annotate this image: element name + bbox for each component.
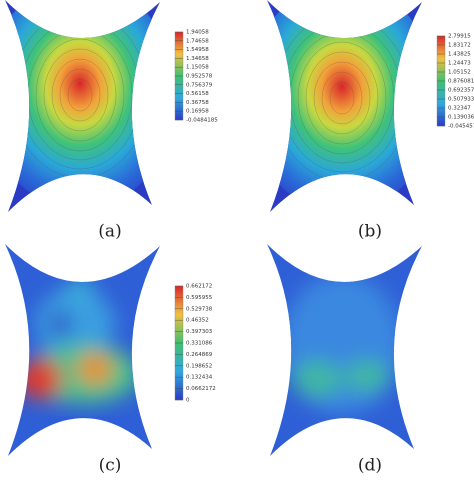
caption: (a) [98, 222, 121, 242]
colorbar-label: 0.56158 [186, 91, 209, 97]
colorbar-label: 0 [186, 398, 190, 404]
colorbar-label: 0.132434 [186, 375, 213, 381]
colorbar-label: 1.83172 [448, 43, 471, 49]
caption: (c) [99, 456, 122, 476]
colorbar-label: 0.32347 [448, 106, 471, 112]
colorbar-label: 0.529738 [186, 306, 213, 312]
colorbar-label: 1.43825 [448, 52, 471, 58]
field [282, 274, 402, 414]
colorbar-label: 0.36758 [186, 100, 209, 106]
colorbar-label: 1.34658 [186, 56, 209, 62]
colorbar-label: 0.876081 [448, 79, 474, 85]
colorbar-label: 0.331086 [186, 341, 213, 347]
colorbar-label: 0.397303 [186, 329, 213, 335]
colorbar-label: 1.54958 [186, 47, 209, 53]
caption: (d) [358, 456, 382, 476]
panel-c [5, 244, 160, 456]
caption: (b) [358, 222, 382, 242]
colorbar-label: 0.692357 [448, 88, 474, 94]
colorbar-label: 2.79915 [448, 34, 471, 40]
colorbar-label: 1.24473 [448, 61, 471, 67]
panel-a [5, 0, 160, 212]
colorbar-label: 0.507933 [448, 97, 474, 103]
colorbar-label: 0.139036 [448, 115, 474, 121]
colorbar-label: 0.662172 [186, 284, 212, 290]
colorbar-label: 1.74658 [186, 38, 209, 44]
colorbar-label: 0.46352 [186, 318, 209, 324]
colorbar-label: 1.94058 [186, 30, 209, 36]
field [18, 279, 140, 404]
colorbar-label: 0.198652 [186, 363, 212, 369]
colorbar-label: 0.595955 [186, 295, 213, 301]
panel-b [267, 0, 422, 212]
colorbar-label: 1.05152 [448, 70, 471, 76]
colorbar-label: -0.0484185 [186, 118, 218, 124]
colorbar-label: 0.0662172 [186, 386, 216, 392]
colorbar-label: 0.264869 [186, 352, 213, 358]
colorbar-label: 0.756379 [186, 82, 213, 88]
colorbar-label: 0.952578 [186, 74, 213, 80]
colorbar-label: -0.0454579 [448, 124, 474, 130]
colorbar-label: 0.16958 [186, 109, 209, 115]
colorbar-label: 1.15058 [186, 65, 209, 71]
field [5, 0, 160, 210]
panel-d [267, 244, 422, 456]
field [267, 0, 422, 212]
